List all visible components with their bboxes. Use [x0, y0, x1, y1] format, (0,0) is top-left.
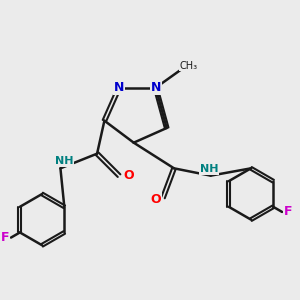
Text: F: F	[1, 231, 9, 244]
Text: N: N	[151, 81, 161, 94]
Text: O: O	[123, 169, 134, 182]
Text: CH₃: CH₃	[180, 61, 198, 71]
Text: NH: NH	[55, 156, 73, 166]
Text: F: F	[284, 206, 292, 218]
Text: O: O	[150, 193, 161, 206]
Text: NH: NH	[200, 164, 218, 174]
Text: N: N	[114, 81, 124, 94]
